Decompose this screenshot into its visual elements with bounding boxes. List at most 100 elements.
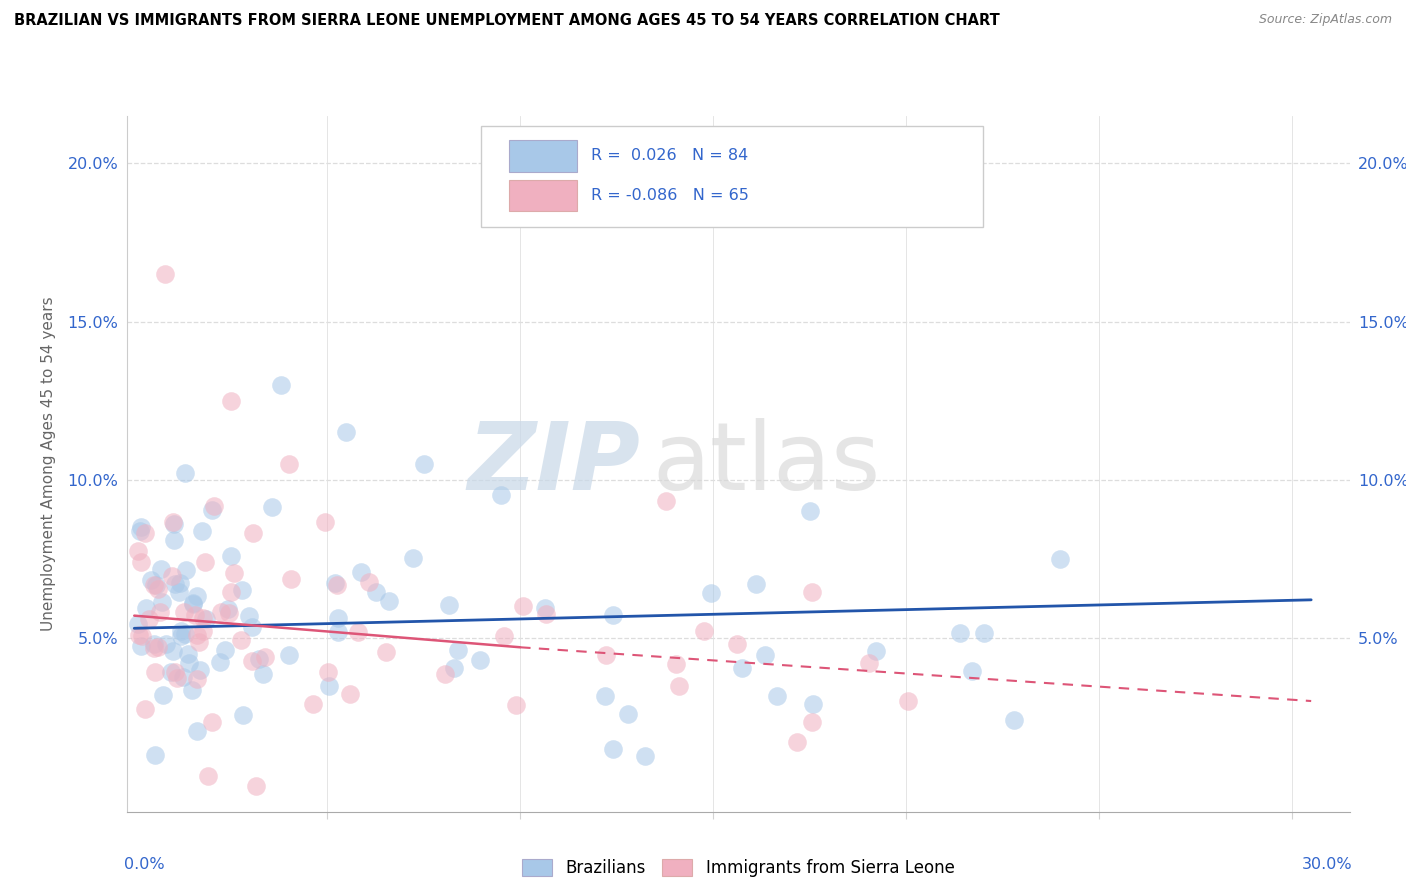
Point — [180, 683, 202, 698]
Point — [219, 585, 242, 599]
Text: ZIP: ZIP — [467, 417, 640, 510]
Point — [1049, 551, 1071, 566]
Point — [152, 688, 174, 702]
Point — [232, 708, 254, 723]
Point — [155, 637, 177, 651]
Point — [173, 606, 195, 620]
Point — [183, 608, 205, 623]
Point — [865, 644, 887, 658]
Point — [201, 714, 224, 729]
Point — [231, 633, 253, 648]
Point — [897, 693, 920, 707]
Point — [595, 648, 617, 662]
Point — [217, 601, 239, 615]
Point — [245, 780, 267, 794]
Point — [412, 457, 434, 471]
Point — [277, 457, 299, 471]
Point — [505, 698, 527, 712]
Point — [146, 640, 169, 654]
Point — [174, 466, 197, 480]
Point — [973, 626, 995, 640]
Point — [314, 515, 336, 529]
Point — [270, 377, 292, 392]
Point — [166, 671, 188, 685]
Point — [277, 648, 299, 663]
Point — [162, 516, 184, 530]
Text: R = -0.086   N = 65: R = -0.086 N = 65 — [592, 188, 749, 202]
Y-axis label: Unemployment Among Ages 45 to 54 years: Unemployment Among Ages 45 to 54 years — [41, 296, 56, 632]
Point — [134, 525, 156, 540]
Point — [129, 555, 152, 569]
Point — [858, 657, 880, 671]
Point — [346, 625, 368, 640]
Point — [799, 504, 821, 518]
Point — [634, 749, 657, 764]
Point — [187, 634, 209, 648]
Point — [960, 664, 983, 678]
Point — [654, 494, 676, 508]
Point — [160, 665, 183, 679]
Point — [447, 642, 470, 657]
Point — [176, 563, 198, 577]
Text: 0.0%: 0.0% — [124, 857, 165, 872]
Point — [214, 642, 236, 657]
Point — [595, 690, 617, 704]
Point — [149, 605, 172, 619]
Point — [242, 525, 264, 540]
Point — [138, 612, 160, 626]
Point — [174, 627, 197, 641]
Point — [801, 697, 824, 711]
Point — [602, 741, 624, 756]
Point — [949, 626, 972, 640]
Point — [727, 637, 749, 651]
Point — [339, 687, 361, 701]
FancyBboxPatch shape — [509, 140, 576, 171]
Point — [186, 723, 208, 738]
Point — [162, 533, 184, 548]
Point — [335, 425, 357, 440]
Text: BRAZILIAN VS IMMIGRANTS FROM SIERRA LEONE UNEMPLOYMENT AMONG AGES 45 TO 54 YEARS: BRAZILIAN VS IMMIGRANTS FROM SIERRA LEON… — [14, 13, 1000, 29]
Legend: Brazilians, Immigrants from Sierra Leone: Brazilians, Immigrants from Sierra Leone — [515, 852, 962, 883]
Point — [204, 499, 226, 513]
Point — [219, 393, 242, 408]
Point — [170, 624, 193, 639]
Point — [745, 576, 768, 591]
Point — [186, 628, 208, 642]
Point — [129, 639, 152, 653]
Text: R =  0.026   N = 84: R = 0.026 N = 84 — [592, 148, 748, 163]
Point — [434, 666, 457, 681]
Point — [169, 585, 191, 599]
Point — [129, 519, 152, 533]
Point — [219, 549, 242, 563]
Point — [801, 714, 824, 729]
Point — [163, 517, 186, 532]
Point — [201, 503, 224, 517]
Point — [208, 655, 231, 669]
Point — [665, 657, 688, 671]
Point — [162, 569, 184, 583]
Point — [280, 572, 302, 586]
Point — [141, 573, 163, 587]
Point — [512, 599, 534, 613]
Point — [693, 624, 716, 639]
Point — [218, 607, 240, 621]
Point — [302, 698, 325, 712]
Text: Source: ZipAtlas.com: Source: ZipAtlas.com — [1258, 13, 1392, 27]
Point — [401, 551, 423, 566]
Point — [127, 544, 149, 558]
Point — [350, 566, 373, 580]
Point — [135, 601, 157, 615]
Point — [602, 608, 624, 623]
Point — [375, 645, 398, 659]
Point — [129, 524, 152, 539]
Point — [366, 585, 388, 599]
Point — [181, 597, 204, 611]
Point — [616, 706, 638, 721]
Point — [149, 562, 172, 576]
Point — [489, 488, 512, 502]
Point — [162, 644, 184, 658]
Point — [1002, 713, 1025, 727]
Point — [252, 666, 274, 681]
Point — [193, 555, 215, 569]
Point — [731, 661, 754, 675]
